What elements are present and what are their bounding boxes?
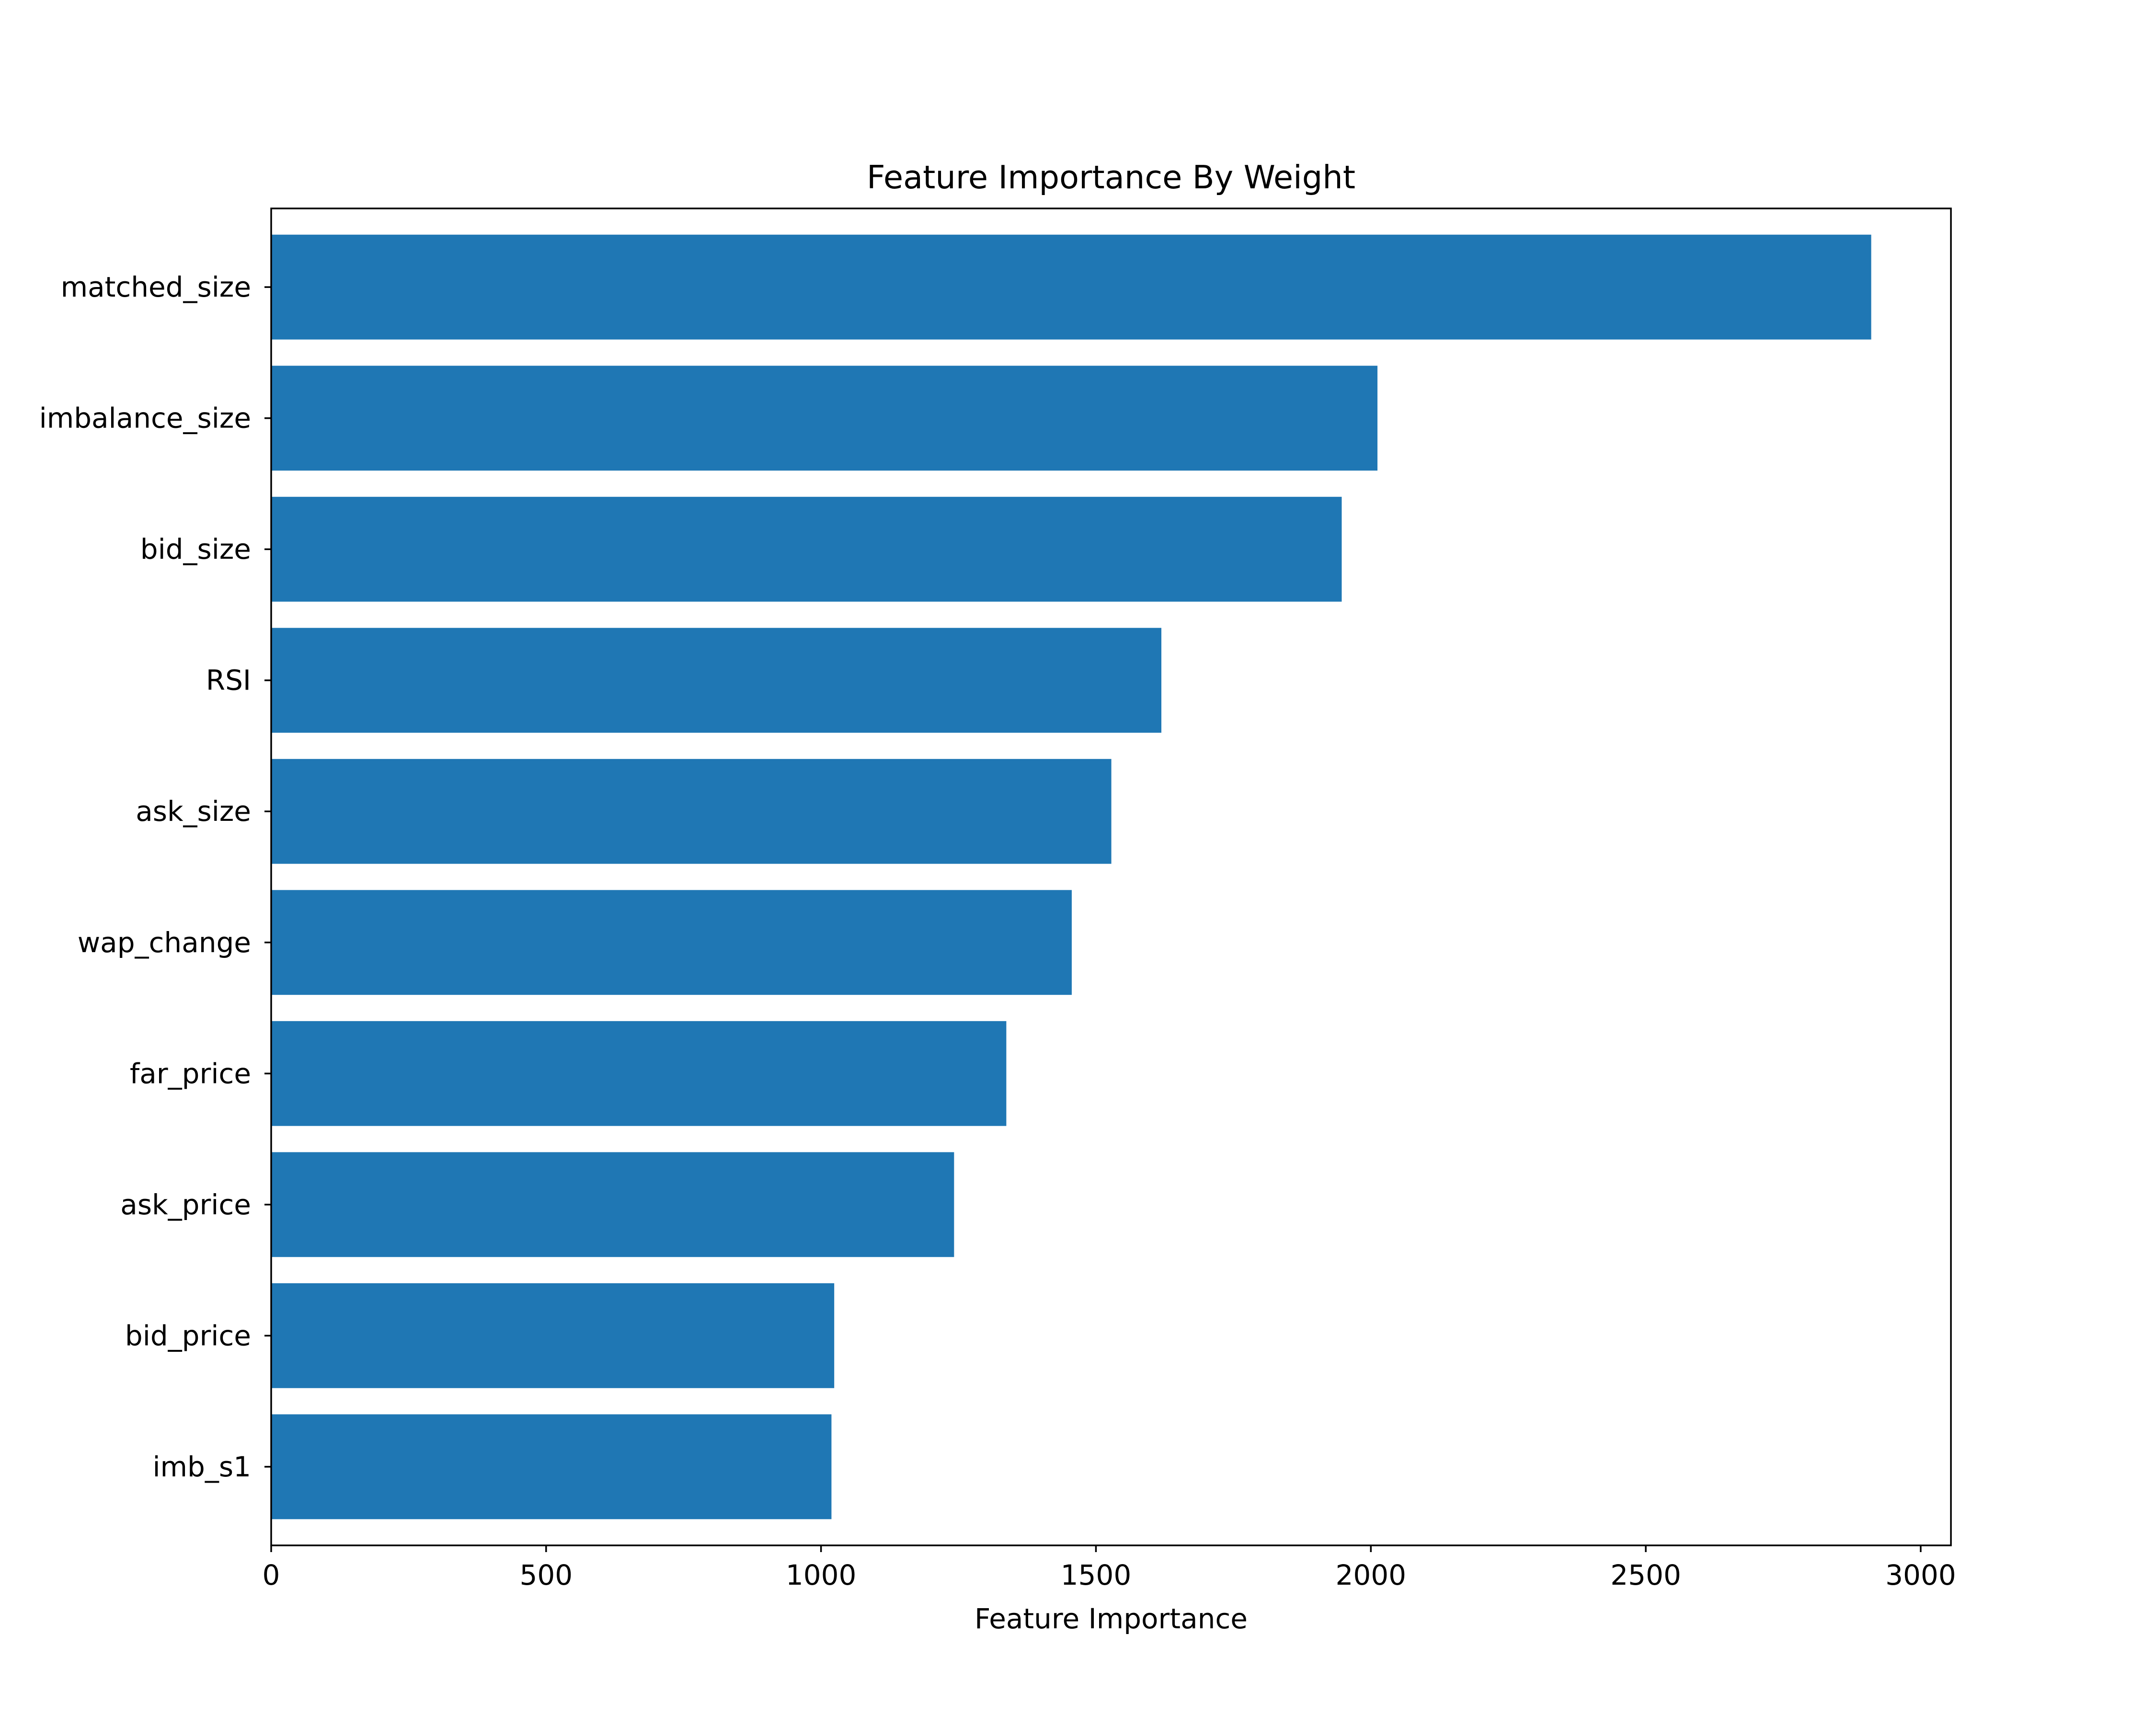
y-tick-label: imbalance_size: [39, 402, 251, 435]
y-tick-label: RSI: [206, 664, 251, 697]
bar-wap_change: [271, 890, 1072, 995]
bar-bid_price: [271, 1283, 835, 1388]
ticks-layer: matched_size imbalance_size bid_size RSI ask…: [39, 271, 1956, 1591]
x-tick-label: 1000: [786, 1559, 857, 1591]
y-tick-label: matched_size: [61, 271, 251, 303]
x-tick-label: 500: [519, 1559, 573, 1591]
x-tick-label: 0: [263, 1559, 280, 1591]
bar-ask_size: [271, 759, 1112, 864]
y-tick-label: bid_price: [125, 1319, 251, 1352]
bar-far_price: [271, 1021, 1007, 1126]
bars-layer: [271, 234, 1871, 1520]
y-tick-label: wap_change: [78, 926, 251, 959]
x-axis-label: Feature Importance: [975, 1602, 1248, 1635]
x-tick-label: 2000: [1335, 1559, 1406, 1591]
bar-imb_s1: [271, 1414, 832, 1520]
bar-ask_price: [271, 1152, 954, 1257]
bar-RSI: [271, 628, 1162, 733]
y-tick-label: far_price: [130, 1057, 251, 1090]
y-tick-label: bid_size: [140, 533, 251, 565]
y-tick-label: ask_price: [120, 1188, 251, 1221]
bar-imbalance_size: [271, 366, 1378, 471]
x-tick-label: 3000: [1885, 1559, 1956, 1591]
x-tick-label: 2500: [1610, 1559, 1681, 1591]
y-tick-label: ask_size: [136, 795, 251, 828]
chart-title: Feature Importance By Weight: [867, 159, 1355, 196]
y-tick-label: imb_s1: [152, 1451, 251, 1483]
plot-area-frame: [270, 207, 1952, 1546]
x-tick-label: 1500: [1061, 1559, 1132, 1591]
bar-bid_size: [271, 496, 1342, 602]
bar-matched_size: [271, 234, 1871, 340]
